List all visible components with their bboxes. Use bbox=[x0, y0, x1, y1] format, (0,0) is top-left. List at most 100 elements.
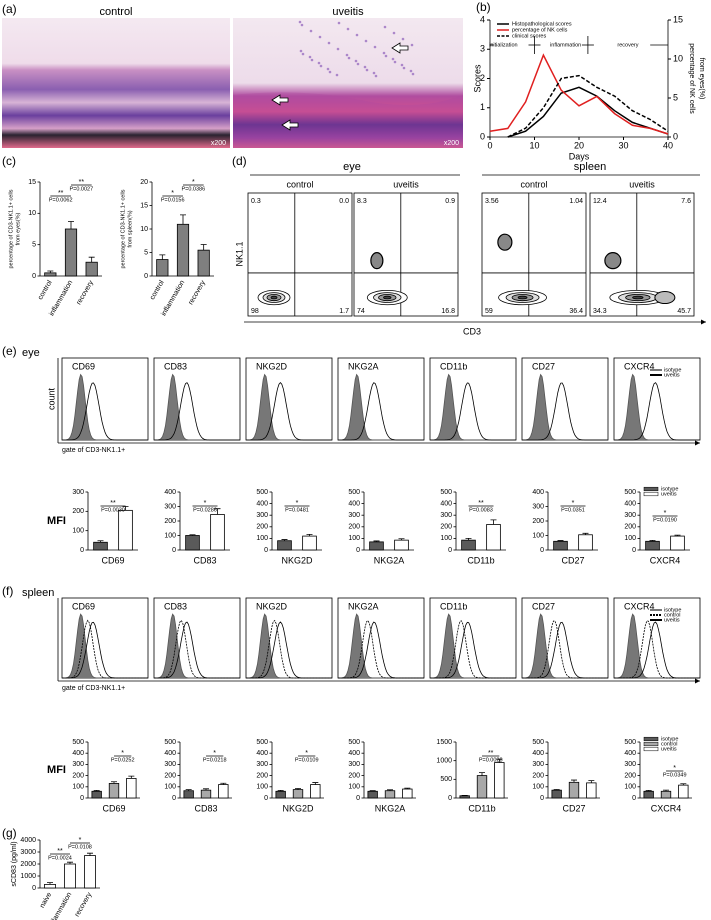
panel-label: (e) bbox=[2, 344, 17, 358]
y-tick-label: 200 bbox=[164, 772, 176, 779]
histogram-curve bbox=[246, 381, 332, 441]
error-bar bbox=[214, 508, 221, 515]
p-value: P=0.0190 bbox=[653, 517, 677, 523]
category-label: control bbox=[149, 279, 166, 301]
y2-axis-label: percentage of NK cells bbox=[688, 43, 695, 114]
significance: ** bbox=[488, 750, 494, 757]
legend-swatch bbox=[643, 486, 659, 492]
cell bbox=[345, 53, 349, 57]
y-tick-label: 400 bbox=[256, 750, 268, 757]
y-tick-label: 0 bbox=[264, 795, 268, 802]
y-tick-label: 100 bbox=[256, 784, 268, 791]
bar bbox=[210, 514, 225, 551]
bar bbox=[402, 788, 413, 799]
arrow bbox=[391, 42, 409, 54]
y-tick-label: 4 bbox=[480, 14, 485, 24]
p-value: P=0.0108 bbox=[68, 844, 92, 850]
x-tick-label: 30 bbox=[618, 140, 628, 150]
marker-label: NKG2A bbox=[348, 361, 379, 371]
cell bbox=[363, 65, 367, 69]
contour bbox=[383, 295, 392, 300]
contour bbox=[654, 291, 676, 305]
marker-label: CXCR4 bbox=[624, 601, 655, 611]
y-tick-label: 0 bbox=[632, 795, 636, 802]
y-tick-label: 1500 bbox=[436, 739, 452, 746]
cell bbox=[409, 69, 413, 73]
histogram-curve bbox=[430, 621, 516, 679]
quadrant-value: 1.7 bbox=[339, 308, 349, 315]
histology-uveitis bbox=[233, 18, 463, 148]
marker-label: CD69 bbox=[72, 361, 95, 371]
quadrant-value: 74 bbox=[357, 308, 365, 315]
bar bbox=[44, 272, 57, 277]
bar bbox=[118, 509, 133, 551]
magnification: x200 bbox=[444, 140, 459, 147]
legend-label: uveitis bbox=[661, 746, 677, 752]
error-bar bbox=[582, 532, 589, 535]
x-axis-label: CD27 bbox=[561, 555, 584, 565]
significance: * bbox=[204, 500, 207, 507]
y-tick-label: 0 bbox=[540, 547, 544, 554]
y-axis-label: MFI bbox=[47, 764, 66, 776]
phase-label: recovery bbox=[617, 42, 638, 48]
y-tick-label: 5 bbox=[32, 242, 36, 249]
error-bar bbox=[203, 788, 209, 791]
y-tick-label: 0 bbox=[356, 547, 360, 554]
significance: ** bbox=[478, 500, 484, 507]
y-tick-label: 0 bbox=[356, 795, 360, 802]
y-tick-label: 100 bbox=[348, 784, 360, 791]
panel-label: (b) bbox=[476, 0, 491, 14]
y-tick-label: 100 bbox=[164, 784, 176, 791]
error-bar bbox=[588, 780, 595, 783]
cell bbox=[400, 63, 404, 67]
y-tick-label: 0 bbox=[480, 131, 485, 141]
bar bbox=[568, 781, 580, 799]
cell bbox=[318, 35, 322, 39]
cell bbox=[336, 47, 340, 51]
y-tick-label: 200 bbox=[72, 508, 84, 515]
group-label: spleen bbox=[574, 161, 606, 173]
error-bar bbox=[680, 783, 687, 786]
y-tick-label: 0 bbox=[32, 273, 36, 280]
p-value: P=0.0028 bbox=[479, 757, 503, 763]
bar bbox=[578, 534, 593, 551]
error-bar bbox=[553, 789, 560, 791]
y-axis-label: percentage of CD3-NK1.1+ cells bbox=[8, 189, 14, 268]
cell bbox=[308, 55, 312, 59]
y-tick-label: 400 bbox=[164, 489, 176, 496]
panel-label: (d) bbox=[232, 154, 247, 168]
phase-label: inflammation bbox=[550, 42, 581, 48]
p-value: P=0.0386 bbox=[181, 186, 205, 192]
bar bbox=[486, 524, 501, 551]
y-tick-label: 20 bbox=[140, 179, 148, 186]
y-tick-label: 100 bbox=[624, 535, 636, 542]
cell bbox=[382, 51, 386, 55]
y-tick-label: 0 bbox=[80, 795, 84, 802]
legend-swatch bbox=[643, 746, 659, 752]
y-tick-label: 200 bbox=[532, 518, 544, 525]
tissue-label: spleen bbox=[22, 587, 54, 599]
y-tick-label: 0 bbox=[32, 885, 36, 892]
y-tick-label: 10 bbox=[28, 210, 36, 217]
marker-label: CD83 bbox=[164, 601, 187, 611]
quadrant-value: 59 bbox=[485, 308, 493, 315]
p-value: P=0.0252 bbox=[111, 757, 135, 763]
bar bbox=[85, 261, 98, 277]
y2-tick-label: 5 bbox=[673, 92, 678, 102]
panel-label: (c) bbox=[2, 154, 16, 168]
legend-label: uveitis bbox=[661, 491, 677, 497]
quadrant-value: 0.3 bbox=[251, 198, 261, 205]
significance: * bbox=[121, 750, 124, 757]
cell bbox=[356, 62, 360, 66]
quadrant-value: 45.7 bbox=[677, 308, 691, 315]
bar bbox=[476, 775, 488, 799]
category-label: control bbox=[37, 279, 54, 301]
legend-swatch bbox=[643, 741, 659, 747]
cell bbox=[326, 67, 330, 71]
y-tick-label: 400 bbox=[532, 489, 544, 496]
cell bbox=[347, 56, 351, 60]
y-tick-label: 0 bbox=[448, 547, 452, 554]
y-tick-label: 200 bbox=[348, 772, 360, 779]
cell bbox=[383, 25, 387, 29]
p-value: P=0.0083 bbox=[469, 507, 493, 513]
